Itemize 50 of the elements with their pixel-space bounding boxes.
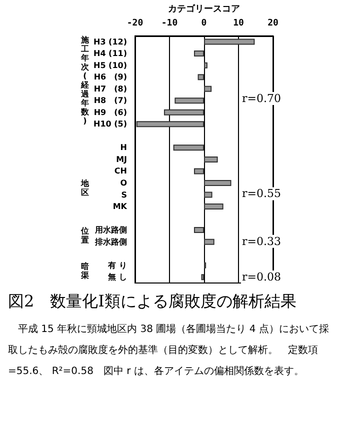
y-tick-label: O xyxy=(120,178,128,188)
x-tick-label: 0 xyxy=(201,18,207,28)
y-tick-label: H4 (11) xyxy=(94,49,127,58)
bar xyxy=(204,192,212,198)
text: 図2 数量化Ⅰ類による腐敗度の解析結果 xyxy=(8,292,296,310)
bar xyxy=(174,98,204,104)
y-tick-label: H3 (12) xyxy=(94,37,127,46)
y-tick-label: 用水路側 xyxy=(94,226,127,235)
y-tick-label: 有 り xyxy=(107,260,127,270)
bar xyxy=(164,109,204,116)
text: 位置 xyxy=(80,226,89,244)
x-tick-label: 20 xyxy=(268,18,278,28)
x-axis-title: カテゴリースコア xyxy=(168,4,240,14)
y-tick-label: MK xyxy=(112,202,128,212)
bar xyxy=(136,121,204,128)
y-tick-label: H8 (7) xyxy=(94,96,127,106)
y-tick-label: H xyxy=(120,143,127,152)
bar xyxy=(198,74,204,80)
bar xyxy=(204,238,214,245)
y-tick-label: 排水路側 xyxy=(94,237,127,246)
bar xyxy=(194,227,204,234)
y-tick-label: H9 (6) xyxy=(94,108,127,117)
annotation: r=0.70 xyxy=(242,92,281,105)
bar xyxy=(194,50,204,57)
bar xyxy=(204,156,218,162)
y-tick-label: H6 (9) xyxy=(94,72,127,82)
y-tick-label: H5 (10) xyxy=(94,60,127,70)
y-tick-label: H7 (8) xyxy=(94,84,127,94)
y-tick-label: S xyxy=(121,190,128,200)
bar xyxy=(204,86,212,92)
bar xyxy=(194,168,204,174)
y-tick-label: 無 し xyxy=(107,272,127,282)
text: 暗渠 xyxy=(80,262,89,280)
bar xyxy=(173,144,204,151)
annotation: r=0.08 xyxy=(242,270,281,284)
annotation: r=0.55 xyxy=(242,187,281,200)
annotation: r=0.33 xyxy=(242,234,281,248)
y-tick-label: CH xyxy=(114,166,127,176)
text: 施工年次(経過年数) xyxy=(81,36,89,126)
y-tick-label: H10 (5) xyxy=(94,120,127,129)
bar xyxy=(204,180,232,186)
bar xyxy=(204,62,208,68)
text: 平成 15 年秋に頸城地区内 38 圃場（各圃場当たり 4 点）において採取したもみ殻の腐敗度を外的基準（目的変数）として解析。 定数項=55.6、 R²=0.58 図中 r は、各アイテムの偏相関係数を表す。 xyxy=(8,323,329,377)
text: 地区 xyxy=(80,178,90,197)
bar xyxy=(204,38,255,45)
x-tick-label: -20 xyxy=(126,18,144,28)
x-tick-label: 10 xyxy=(233,18,244,28)
y-tick-label: MJ xyxy=(116,154,128,164)
x-tick-label: -10 xyxy=(161,18,178,28)
bar xyxy=(204,204,224,210)
